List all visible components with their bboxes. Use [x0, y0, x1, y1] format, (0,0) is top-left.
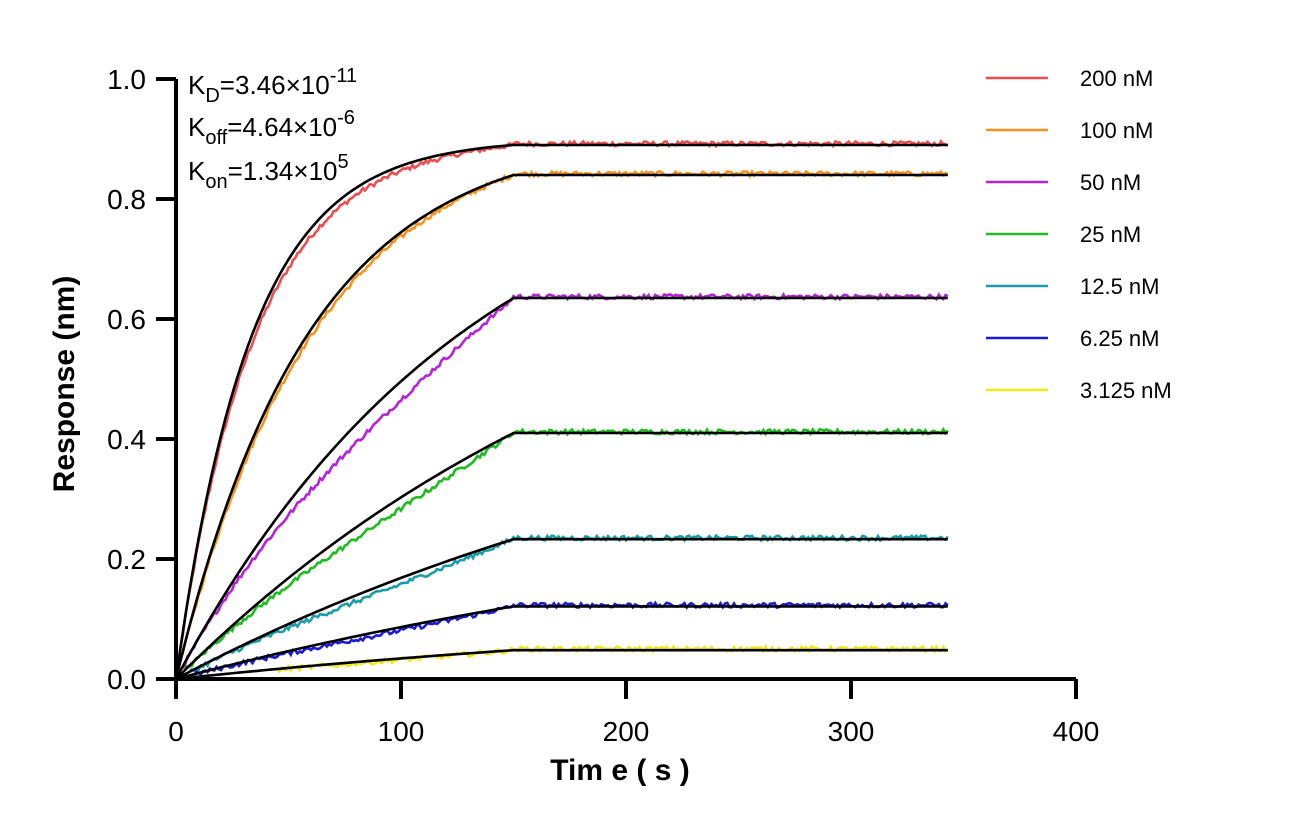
y-ticks: 0.0 0.2 0.4 0.6 0.8 1.0 — [107, 64, 176, 695]
x-ticks: 0 100 200 300 400 — [168, 679, 1099, 747]
fit-line-6-25-nm — [175, 605, 948, 681]
koff-value: =4.64×10 — [227, 112, 337, 142]
kon-exp: 5 — [337, 151, 348, 173]
y-tick-label: 0.6 — [107, 304, 146, 335]
y-tick-label: 0.4 — [107, 424, 146, 455]
y-tick-label: 1.0 — [107, 64, 146, 95]
koff-exp: -6 — [337, 107, 355, 129]
koff-base: K — [188, 112, 206, 142]
fit-line-25-nm — [175, 431, 948, 680]
kd-base: K — [188, 70, 206, 100]
legend-label: 3.125 nM — [1080, 378, 1172, 403]
series-line-100-nm — [179, 168, 949, 660]
legend-label: 100 nM — [1080, 118, 1153, 143]
legend: 200 nM 100 nM 50 nM 25 nM 12.5 nM 6.25 nM 3.12… — [986, 66, 1172, 403]
x-tick-label: 400 — [1053, 716, 1100, 747]
x-tick-label: 200 — [603, 716, 650, 747]
plot-area — [179, 139, 949, 677]
fit-line-100-nm — [174, 173, 948, 680]
kd-annotation: KD=3.46×10-11 — [188, 65, 357, 107]
legend-label: 25 nM — [1080, 222, 1141, 247]
koff-sub: off — [205, 127, 227, 149]
fit-line-3-125-nm — [175, 648, 948, 681]
legend-label: 200 nM — [1080, 66, 1153, 91]
fit-line-50-nm — [174, 296, 948, 680]
y-tick-label: 0.8 — [107, 184, 146, 215]
y-tick-label: 0.2 — [107, 544, 146, 575]
kon-sub: on — [205, 171, 227, 193]
x-axis-title: Tim e ( s ) — [550, 754, 689, 787]
legend-label: 50 nM — [1080, 170, 1141, 195]
kd-value: =3.46×10 — [220, 70, 330, 100]
legend-label: 12.5 nM — [1080, 274, 1160, 299]
series-line-6-25-nm — [192, 600, 949, 677]
kd-exp: -11 — [330, 65, 357, 87]
kon-annotation: Kon=1.34×105 — [188, 151, 349, 193]
series-line-25-nm — [184, 426, 949, 670]
x-tick-label: 0 — [168, 716, 184, 747]
fit-line-200-nm — [174, 143, 948, 680]
kd-sub: D — [205, 85, 219, 107]
kon-base: K — [188, 156, 206, 186]
fit-line-12-5-nm — [175, 537, 948, 681]
y-axis-title: Response (nm) — [48, 276, 81, 493]
y-tick-label: 0.0 — [107, 664, 146, 695]
x-tick-label: 100 — [378, 716, 425, 747]
x-tick-label: 300 — [828, 716, 875, 747]
koff-annotation: Koff=4.64×10-6 — [188, 107, 355, 149]
fit-curves — [174, 143, 948, 681]
kon-value: =1.34×10 — [228, 156, 338, 186]
legend-label: 6.25 nM — [1080, 326, 1160, 351]
